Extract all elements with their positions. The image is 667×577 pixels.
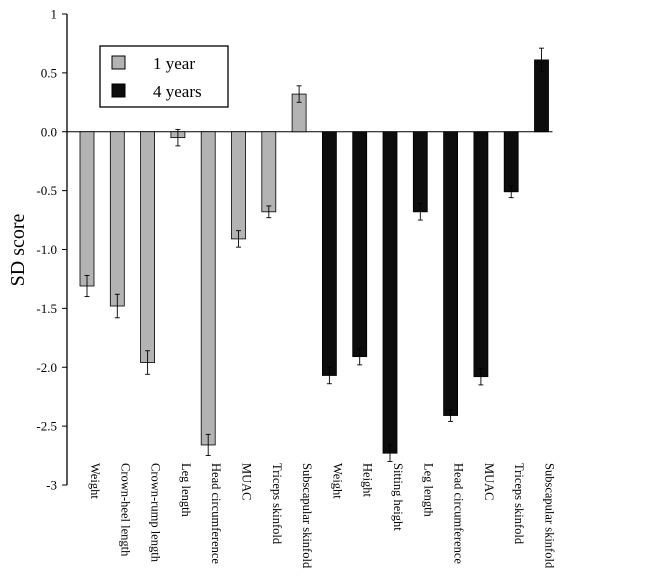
category-label-1-year-head-circumference: Head circumference [209, 463, 223, 564]
y-tick-label: -1.0 [36, 242, 57, 257]
legend-swatch-4-years [111, 83, 126, 98]
category-label-4-years-triceps-skinfold: Triceps skinfold [512, 463, 526, 545]
category-label-4-years-subscapular-skinfold: Subscapular skinfold [543, 463, 557, 569]
bar-4-years-triceps-skinfold [503, 131, 519, 193]
bar-4-years-leg-length [412, 131, 428, 213]
bar-4-years-height [352, 131, 368, 358]
category-label-1-year-triceps-skinfold: Triceps skinfold [270, 463, 284, 545]
category-label-4-years-muac: MUAC [482, 463, 496, 501]
y-axis-title: SD score [7, 213, 29, 286]
y-tick-label: -3 [46, 478, 57, 493]
legend-swatch-1-year [111, 55, 126, 70]
bar-1-year-crown-heel-length [109, 131, 125, 307]
error-bar-4-years-muac [478, 367, 484, 386]
bar-4-years-muac [473, 131, 489, 378]
y-tick-label: 0.5 [41, 65, 57, 80]
error-bar-1-year-crown-rump-length [145, 350, 151, 375]
category-label-1-year-crown-heel-length: Crown-heel length [118, 463, 132, 557]
legend: 1 year 4 years [99, 45, 229, 108]
y-tick-label: -0.5 [36, 183, 57, 198]
bar-1-year-triceps-skinfold [261, 131, 277, 213]
category-label-1-year-leg-length: Leg length [179, 463, 193, 518]
bars [79, 47, 549, 462]
category-label-1-year-muac: MUAC [240, 463, 254, 501]
bar-4-years-sitting-height [382, 131, 398, 454]
error-bar-1-year-head-circumference [205, 433, 211, 457]
error-bar-4-years-sitting-height [387, 444, 393, 462]
category-labels: Weight Crown-heel length Crown-rump length… [88, 463, 557, 569]
bar-1-year-head-circumference [200, 131, 216, 446]
error-bar-1-year-muac [236, 230, 241, 248]
axes: 1 0.5 0.0 -0.5 -1.0 -1.5 -2.0 -2.5 -3 [36, 7, 553, 493]
category-label-4-years-sitting-height: Sitting height [391, 463, 405, 531]
error-bar-4-years-subscapular-skinfold [539, 47, 544, 73]
category-label-1-year-subscapular-skinfold: Subscapular skinfold [300, 463, 314, 569]
bar-1-year-muac [231, 131, 246, 240]
error-bar-4-years-head-circumference [448, 409, 454, 422]
category-label-1-year-weight: Weight [88, 463, 102, 499]
error-bar-1-year-subscapular-skinfold [296, 85, 302, 103]
error-bar-1-year-leg-length [175, 128, 181, 147]
error-bar-4-years-leg-length [417, 203, 423, 221]
legend-label-1-year: 1 year [153, 54, 195, 73]
category-label-4-years-weight: Weight [330, 463, 344, 499]
bar-1-year-crown-rump-length [140, 131, 156, 363]
y-tick-label: -2.5 [36, 419, 57, 434]
category-label-1-year-crown-rump-length: Crown-rump length [149, 463, 163, 563]
error-bar-4-years-height [357, 347, 363, 366]
y-tick-label: 0.0 [41, 124, 57, 139]
error-bar-1-year-weight [84, 274, 90, 298]
category-label-4-years-height: Height [361, 463, 375, 498]
error-bar-4-years-weight [326, 366, 332, 385]
bar-4-years-weight [321, 131, 337, 376]
error-bar-1-year-crown-heel-length [114, 293, 120, 319]
error-bar-4-years-triceps-skinfold [508, 185, 514, 199]
y-tick-label: -1.5 [36, 301, 57, 316]
bar-1-year-weight [79, 131, 95, 287]
bar-4-years-head-circumference [443, 131, 459, 416]
legend-label-4-years: 4 years [153, 82, 202, 101]
category-label-4-years-head-circumference: Head circumference [452, 463, 466, 564]
y-tick-label: -2.0 [36, 360, 57, 375]
error-bar-1-year-triceps-skinfold [266, 205, 272, 219]
y-tick-label: 1 [51, 7, 58, 22]
category-label-4-years-leg-length: Leg length [421, 463, 435, 518]
